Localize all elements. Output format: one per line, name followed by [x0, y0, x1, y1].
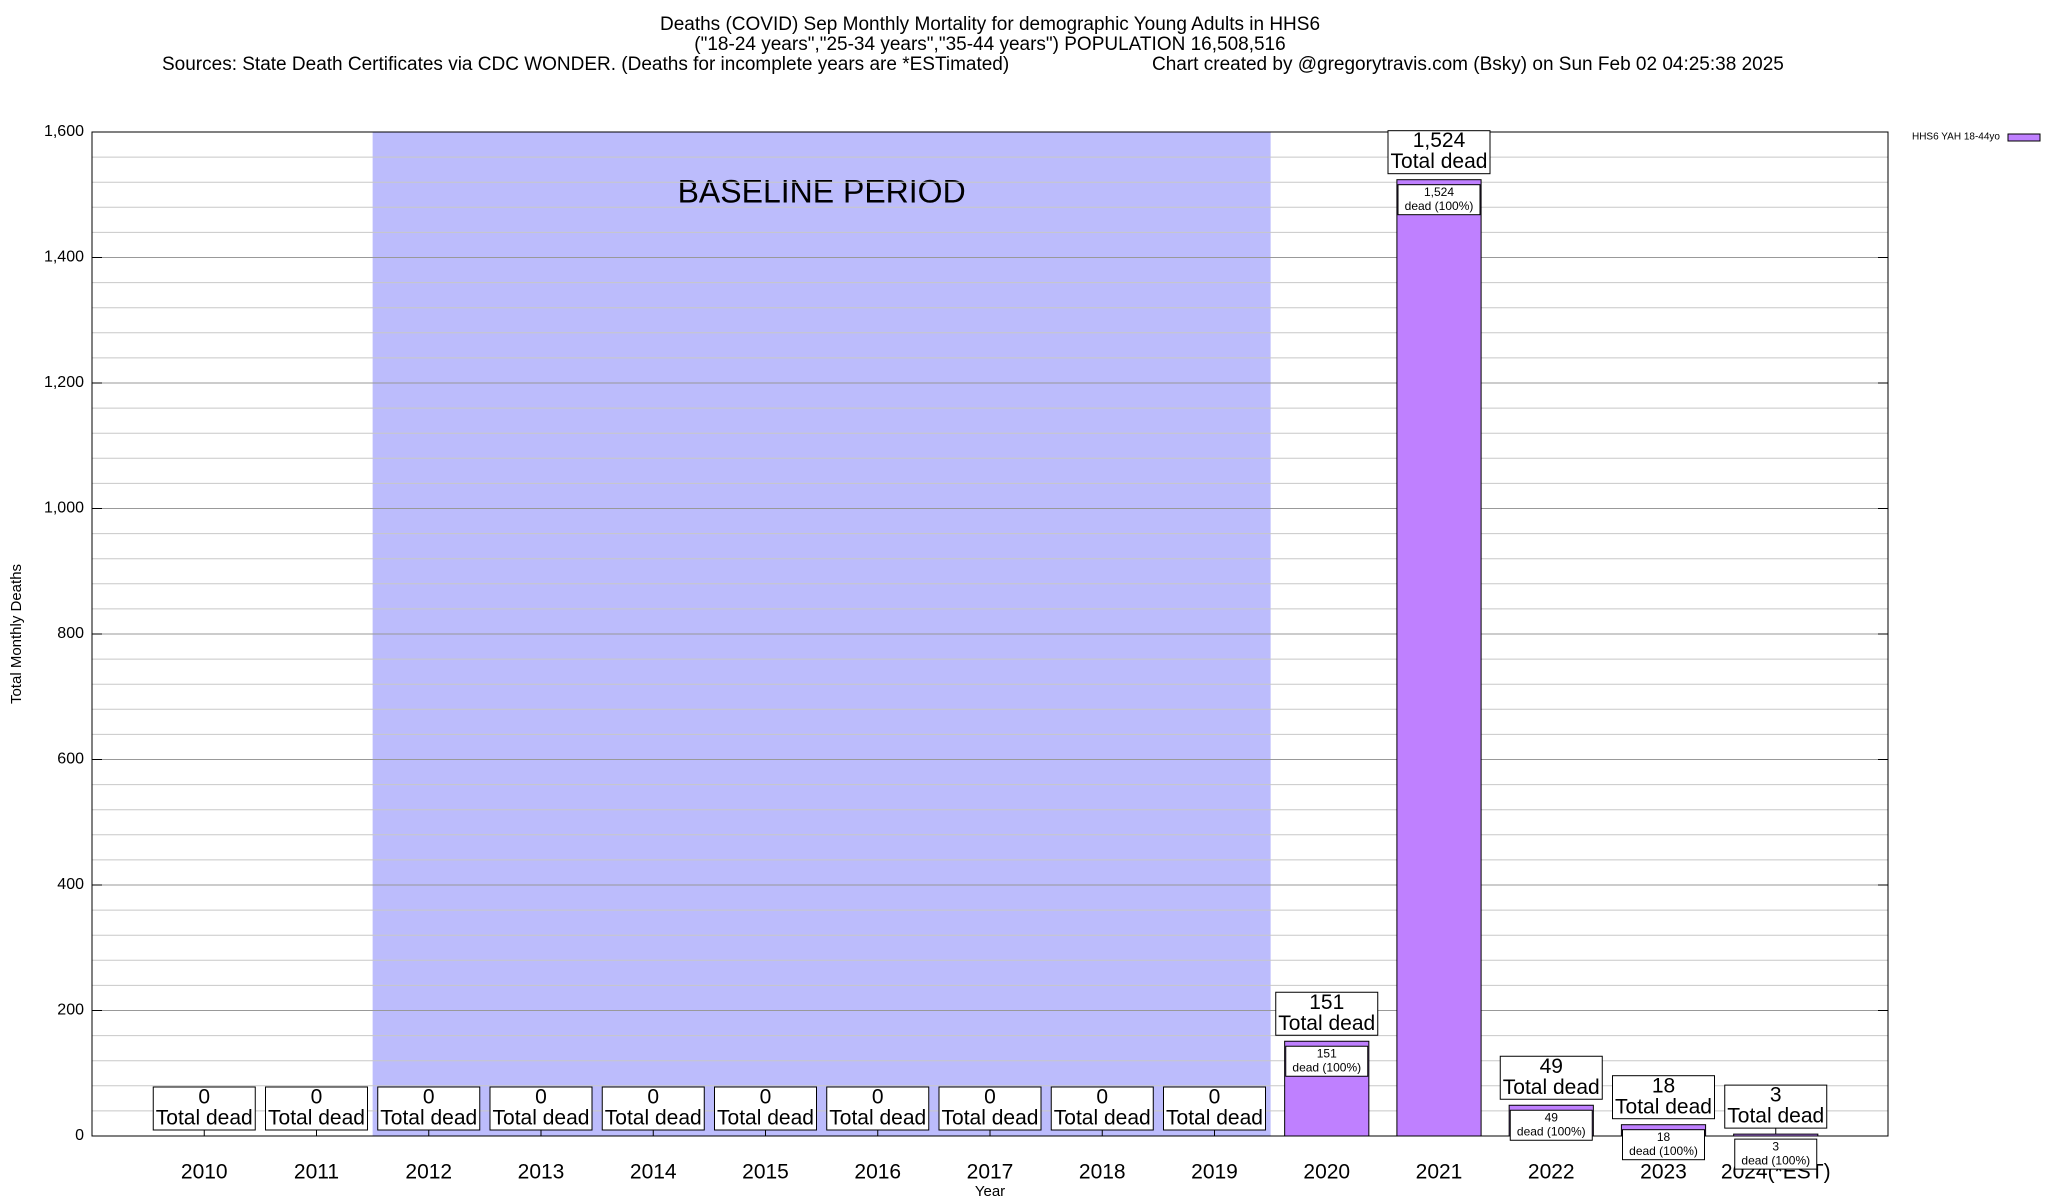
inner-label-caption: dead (100%) [1629, 1144, 1698, 1158]
inner-label-caption: dead (100%) [1405, 199, 1474, 213]
inner-label-box [1734, 1138, 1818, 1170]
data-label: 0 [1209, 1086, 1221, 1109]
data-label: 0 [1096, 1086, 1108, 1109]
y-tick-label: 1,400 [44, 249, 84, 266]
chart-title: Deaths (COVID) Sep Monthly Mortality for… [660, 14, 1320, 35]
data-label: 0 [760, 1086, 772, 1109]
legend-label: HHS6 YAH 18-44yo [1912, 132, 2000, 143]
data-label-caption: Total dead [1727, 1105, 1824, 1128]
inner-label-caption: dead (100%) [1517, 1124, 1586, 1138]
data-label: 18 [1652, 1074, 1675, 1097]
inner-label-box [1397, 184, 1481, 216]
legend-swatch [2007, 133, 2041, 142]
data-label-caption: Total dead [1054, 1107, 1151, 1130]
x-tick-label: 2018 [1079, 1161, 1126, 1184]
data-label-caption: Total dead [493, 1107, 590, 1130]
data-label-box [1275, 991, 1379, 1036]
data-label-box [1724, 1084, 1828, 1129]
data-label: 0 [647, 1086, 659, 1109]
data-label: 0 [872, 1086, 884, 1109]
data-label-caption: Total dead [1278, 1012, 1375, 1035]
data-label: 0 [311, 1086, 323, 1109]
data-label-caption: Total dead [1503, 1076, 1600, 1099]
data-label-box [1163, 1086, 1266, 1131]
inner-label-box [1509, 1109, 1593, 1141]
data-label-caption: Total dead [1166, 1107, 1263, 1130]
data-label-caption: Total dead [268, 1107, 365, 1130]
data-label-caption: Total dead [605, 1107, 702, 1130]
bar [1396, 179, 1482, 1137]
data-label-box [826, 1086, 930, 1131]
data-label: 0 [535, 1086, 547, 1109]
source-note: Sources: State Death Certificates via CD… [162, 54, 1009, 75]
data-label-box [1050, 1086, 1154, 1131]
x-tick-label: 2014 [630, 1161, 677, 1184]
data-label-box [1499, 1055, 1603, 1100]
data-label: 0 [423, 1086, 435, 1109]
credit-note: Chart created by @gregorytravis.com (Bsk… [1152, 54, 1784, 75]
data-label-box [265, 1086, 368, 1131]
data-label: 0 [198, 1086, 210, 1109]
data-label: 151 [1309, 991, 1344, 1014]
inner-label: 49 [1545, 1110, 1559, 1124]
data-label-box [938, 1086, 1042, 1131]
x-tick-label: 2021 [1416, 1161, 1463, 1184]
data-label-caption: Total dead [156, 1107, 253, 1130]
data-label: 49 [1540, 1055, 1563, 1078]
data-label-box [1387, 130, 1491, 175]
data-label: 1,524 [1413, 129, 1466, 152]
data-label-caption: Total dead [942, 1107, 1039, 1130]
inner-label: 1,524 [1424, 185, 1454, 199]
data-label-box [601, 1086, 705, 1131]
data-label-box [377, 1086, 481, 1131]
x-tick-label: 2013 [518, 1161, 565, 1184]
x-tick-label: 2017 [967, 1161, 1014, 1184]
y-tick-label: 0 [75, 1127, 84, 1144]
x-axis-label: Year [975, 1183, 1005, 1200]
data-label-caption: Total dead [829, 1107, 926, 1130]
data-label-caption: Total dead [1391, 150, 1488, 173]
x-tick-label: 2019 [1191, 1161, 1238, 1184]
data-label: 0 [984, 1086, 996, 1109]
inner-label: 151 [1317, 1046, 1337, 1060]
x-tick-label: 2015 [742, 1161, 789, 1184]
data-label-caption: Total dead [380, 1107, 477, 1130]
x-tick-label: 2010 [181, 1161, 228, 1184]
x-tick-label: 2012 [405, 1161, 452, 1184]
inner-label: 18 [1657, 1130, 1671, 1144]
y-tick-label: 1,600 [44, 123, 84, 140]
y-tick-label: 800 [57, 625, 84, 642]
x-tick-label: 2023 [1640, 1161, 1687, 1184]
y-tick-label: 200 [57, 1002, 84, 1019]
y-axis-label: Total Monthly Deaths [8, 564, 25, 704]
inner-label-box [1285, 1045, 1369, 1077]
data-label-box [714, 1086, 817, 1131]
inner-label-caption: dead (100%) [1292, 1060, 1361, 1074]
data-label-caption: Total dead [717, 1107, 814, 1130]
inner-label-caption: dead (100%) [1741, 1153, 1810, 1167]
data-label-box [489, 1086, 593, 1131]
y-tick-label: 1,000 [44, 500, 84, 517]
data-label-box [152, 1086, 256, 1131]
bar [1733, 1133, 1819, 1137]
x-tick-label: 2020 [1303, 1161, 1350, 1184]
y-tick-label: 1,200 [44, 374, 84, 391]
chart-subtitle: ("18-24 years","25-34 years","35-44 year… [694, 34, 1285, 55]
inner-label: 3 [1772, 1139, 1779, 1153]
y-tick-label: 600 [57, 751, 84, 768]
baseline-label: BASELINE PERIOD [678, 173, 966, 209]
data-label-caption: Total dead [1615, 1095, 1712, 1118]
x-tick-label: 2016 [854, 1161, 901, 1184]
y-tick-label: 400 [57, 876, 84, 893]
x-tick-label: 2011 [294, 1161, 339, 1184]
data-label: 3 [1770, 1084, 1782, 1107]
data-label-box [1612, 1075, 1715, 1120]
inner-label-box [1622, 1129, 1705, 1161]
x-tick-label: 2022 [1528, 1161, 1575, 1184]
